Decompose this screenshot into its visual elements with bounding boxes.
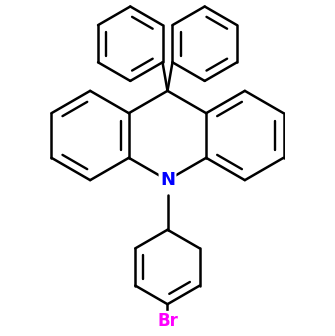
Text: N: N	[160, 171, 175, 189]
Text: Br: Br	[157, 311, 178, 330]
